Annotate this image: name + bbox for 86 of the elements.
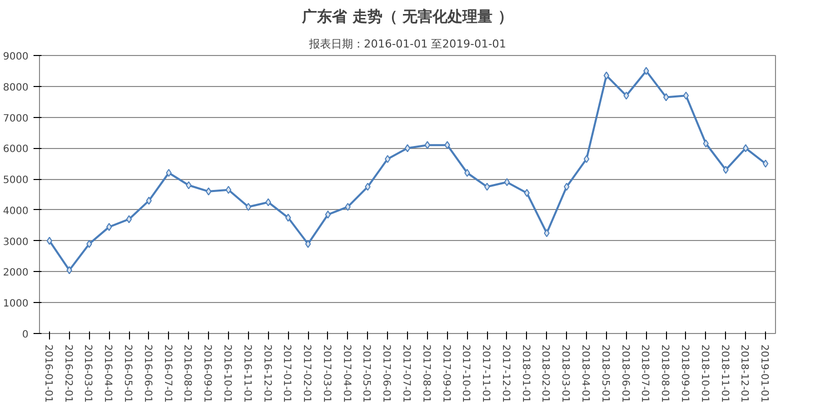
x-tick-label: 2017-06-01 <box>380 344 392 403</box>
x-tick-label: 2016-02-01 <box>62 344 74 403</box>
point <box>742 144 748 152</box>
point <box>384 154 390 163</box>
x-tick-label: 2018-09-01 <box>678 344 690 403</box>
x-tick-label: 2017-12-01 <box>500 344 511 403</box>
point <box>404 144 410 152</box>
x-tick-label: 2018-08-01 <box>659 344 670 403</box>
point <box>364 182 371 191</box>
y-tick-label: 5000 <box>3 175 29 186</box>
x-tick-label: 2018-12-01 <box>738 344 750 403</box>
point <box>66 266 72 274</box>
x-tick-label: 2018-11-01 <box>718 344 730 403</box>
x-tick-label: 2016-05-01 <box>122 344 134 403</box>
y-tick-label: 1000 <box>3 298 29 310</box>
x-tick-label: 2016-09-01 <box>202 344 213 403</box>
x-tick-label: 2016-10-01 <box>221 344 232 403</box>
point <box>564 182 570 191</box>
x-tick-label: 2017-05-01 <box>360 344 372 403</box>
chart-title: 广东省 走势（ 无害化处理量 ） <box>301 8 513 26</box>
x-tick-label: 2016-04-01 <box>102 344 114 403</box>
y-tick-label: 9000 <box>3 52 29 62</box>
point <box>305 240 311 248</box>
point <box>265 198 272 206</box>
x-tick-label: 2017-03-01 <box>320 344 332 403</box>
point <box>604 72 610 80</box>
point <box>643 66 650 75</box>
point <box>46 236 52 245</box>
y-tick-label: 7000 <box>3 113 29 124</box>
x-tick-label: 2016-11-01 <box>241 344 252 403</box>
point <box>106 222 112 231</box>
point <box>722 166 729 174</box>
x-tick-label: 2017-08-01 <box>420 344 432 403</box>
x-tick-label: 2018-01-01 <box>520 344 531 403</box>
x-tick-label: 2016-07-01 <box>162 344 173 403</box>
point <box>344 202 351 211</box>
chart-subtitle: 报表日期：2016-01-01 至2019-01-01 <box>308 38 506 50</box>
y-tick-label: 6000 <box>3 144 29 156</box>
x-tick-label: 2018-07-01 <box>639 344 650 403</box>
point <box>285 214 291 222</box>
point <box>504 178 510 186</box>
x-tick-label: 2017-07-01 <box>400 344 412 403</box>
x-tick-label: 2018-10-01 <box>698 344 710 403</box>
y-tick-label: 4000 <box>3 206 29 217</box>
point <box>584 154 590 163</box>
x-tick-label: 2019-01-01 <box>758 344 770 403</box>
point <box>484 182 490 191</box>
point <box>186 181 192 190</box>
x-tick-label: 2017-09-01 <box>440 344 452 403</box>
x-tick-label: 2017-01-01 <box>281 344 292 403</box>
point <box>424 141 430 150</box>
x-tick-label: 2018-06-01 <box>619 344 630 403</box>
y-tick-label: 2000 <box>3 268 29 279</box>
point <box>126 215 132 224</box>
point <box>166 168 172 177</box>
x-tick-label: 2016-03-01 <box>82 344 94 403</box>
y-tick-label: 3000 <box>3 236 29 248</box>
x-tick-label: 2017-02-01 <box>301 344 312 403</box>
point <box>246 202 252 211</box>
point <box>206 187 212 196</box>
x-tick-label: 2017-04-01 <box>340 344 352 403</box>
point <box>762 160 768 168</box>
x-tick-label: 2017-10-01 <box>460 344 472 403</box>
x-tick-label: 2016-06-01 <box>142 344 153 403</box>
x-tick-label: 2016-12-01 <box>261 344 272 403</box>
point <box>623 92 630 100</box>
point <box>86 240 92 248</box>
point <box>524 188 530 197</box>
x-tick-label: 2016-01-01 <box>42 344 54 403</box>
x-tick-label: 2018-04-01 <box>580 344 591 403</box>
x-tick-label: 2016-08-01 <box>182 344 193 403</box>
y-tick-label: 8000 <box>3 82 29 94</box>
point <box>464 168 470 177</box>
point <box>444 141 450 150</box>
y-tick-label: 0 <box>22 330 29 340</box>
point <box>226 186 232 194</box>
x-tick-label: 2017-11-01 <box>480 344 492 403</box>
point <box>683 92 689 100</box>
point <box>146 196 152 205</box>
point <box>544 229 550 238</box>
point <box>663 93 669 102</box>
x-tick-label: 2018-05-01 <box>599 344 610 403</box>
point <box>325 210 331 219</box>
x-tick-label: 2018-03-01 <box>560 344 571 403</box>
x-tick-label: 2018-02-01 <box>540 344 551 403</box>
point <box>703 140 709 148</box>
